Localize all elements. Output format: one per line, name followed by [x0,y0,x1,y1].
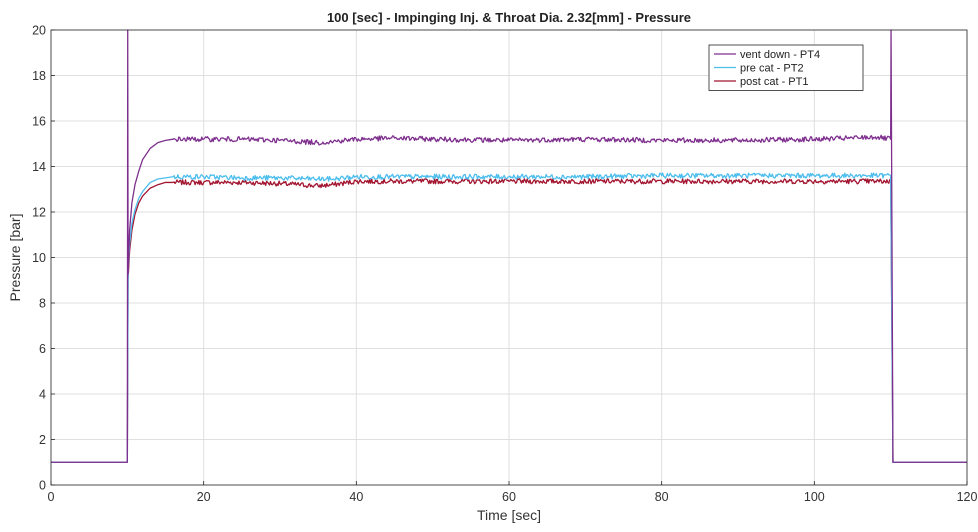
y-tick-label: 16 [32,115,46,129]
tick-layer: 0 20 40 60 80 100 120 0 2 4 6 8 10 12 14 16 18 20 [32,24,977,505]
legend-entry: vent down - PT4 [740,49,820,61]
x-tick-label: 120 [957,490,978,504]
x-tick-label: 80 [655,490,669,504]
y-tick-label: 20 [32,24,46,38]
legend-entry: post cat - PT1 [740,76,808,88]
legend-entry: pre cat - PT2 [740,62,804,74]
y-tick-label: 10 [32,251,46,265]
y-tick-label: 2 [39,433,46,447]
chart-title: 100 [sec] - Impinging Inj. & Throat Dia.… [327,10,691,25]
x-axis-label: Time [sec] [477,507,541,523]
series-layer [51,29,967,463]
y-tick-label: 18 [32,69,46,83]
y-tick-label: 6 [39,342,46,356]
x-tick-label: 20 [197,490,211,504]
x-tick-label: 60 [502,490,516,504]
series-line [51,29,967,463]
x-tick-label: 40 [349,490,363,504]
x-tick-label: 0 [48,490,55,504]
y-tick-label: 14 [32,160,46,174]
x-tick-label: 100 [804,490,825,504]
series-line [51,172,967,463]
y-tick-label: 4 [39,388,46,402]
y-tick-label: 8 [39,297,46,311]
series-line [51,178,967,463]
y-tick-label: 0 [39,479,46,493]
y-tick-label: 12 [32,206,46,220]
y-axis-label: Pressure [bar] [7,214,23,302]
